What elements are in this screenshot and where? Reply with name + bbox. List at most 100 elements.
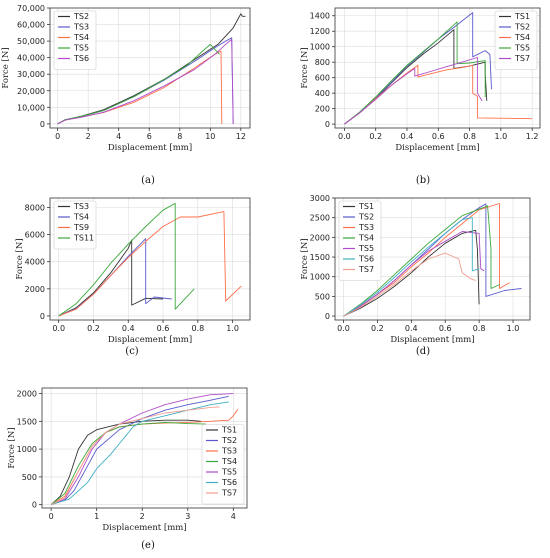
y-tick-label: 2000 [17,390,37,399]
series-line-ts7 [343,252,476,317]
x-axis-label: Displacement [mm] [102,523,186,533]
y-tick-label: 1500 [17,417,37,426]
y-tick-label: 0 [325,120,330,129]
legend-entry: TS1 [221,426,237,435]
series-line-ts5 [344,21,486,125]
panel-label: (a) [141,175,155,186]
legend-box [494,10,538,70]
y-tick-label: 0 [40,120,45,129]
x-tick-label: 10 [205,132,215,141]
x-tick-label: 1.0 [226,324,239,333]
series-line-ts7 [50,406,220,506]
y-tick-label: 1000 [310,273,330,282]
legend-entry: TS5 [221,468,237,477]
x-tick-label: 1 [94,512,99,521]
legend-entry: TS5 [514,44,530,53]
y-tick-label: 200 [315,105,330,114]
y-tick-label: 2000 [310,233,330,242]
y-tick-label: 1400 [310,12,330,21]
plot-frame [334,7,541,129]
y-tick-label: 0 [40,312,45,321]
y-axis-label: Force [N] [15,238,25,279]
y-axis-label: Force [N] [7,427,17,468]
y-tick-label: 1500 [310,253,330,262]
series-line-ts9 [58,211,242,317]
series-line-ts6 [57,38,234,125]
series-line-ts1 [344,29,488,125]
y-tick-label: 1200 [310,27,330,36]
series-line-ts3 [58,239,164,317]
chart-panel-3: 0.0 0.2 0.4 0.6 0.8 1.0 0 2000 4000 6000 8000 Displ… [15,197,251,357]
x-tick-label: 0.4 [405,324,418,333]
y-tick-label: 400 [315,89,330,98]
y-tick-label: 600 [315,74,330,83]
legend-entry: TS11 [73,234,94,243]
legend-entry: TS6 [73,54,89,63]
panel-label: (c) [125,346,139,357]
plot-frame [41,387,248,509]
y-tick-label: 500 [315,292,330,301]
y-tick-label: 800 [315,58,330,67]
series-line-ts5 [343,231,485,317]
y-tick-label: 20,000 [17,87,45,96]
legend-box [338,200,382,281]
series-line-ts6 [343,217,480,317]
y-tick-label: 6000 [25,231,45,240]
legend-box [53,200,97,250]
x-tick-label: 0.4 [401,132,414,141]
legend-entry: TS4 [358,234,374,243]
x-tick-label: 0.2 [371,324,384,333]
series-line-ts5 [57,43,220,125]
x-tick-label: 2 [86,132,91,141]
x-tick-label: 0.0 [337,324,350,333]
y-tick-label: 3000 [310,194,330,203]
x-axis-label: Displacement [mm] [390,335,474,345]
legend-entry: TS5 [73,44,89,53]
y-axis-label: Force [N] [1,47,11,88]
x-tick-label: 0.2 [87,324,100,333]
y-tick-label: 1000 [17,445,37,454]
series-line-ts1 [50,419,202,506]
series-line-ts4 [343,205,500,317]
legend-entry: TS5 [358,244,374,253]
x-axis-label: Displacement [mm] [108,335,192,345]
chart-panel-2: 0.0 0.2 0.4 0.6 0.8 1.0 1.2 0 200 400 600 800 1000 12… [300,7,541,186]
y-tick-label: 40,000 [17,54,45,63]
x-tick-label: 0.6 [439,324,452,333]
x-tick-label: 1.2 [526,132,539,141]
legend-entry: TS3 [73,202,89,211]
x-tick-label: 0.0 [338,132,351,141]
legend-entry: TS6 [221,478,237,487]
legend-entry: TS4 [221,457,237,466]
series-line-ts2 [50,395,229,506]
y-tick-label: 2000 [25,285,45,294]
legend-entry: TS7 [221,489,237,498]
x-axis-label: Displacement [mm] [395,143,479,153]
legend-box [201,424,245,505]
x-tick-label: 6 [147,132,152,141]
chart-panel-4: 0.0 0.2 0.4 0.6 0.8 1.0 0 500 1000 1500 2000 2500 30… [300,194,531,357]
panel-label: (d) [416,346,430,357]
x-tick-label: 1.0 [495,132,508,141]
legend-entry: TS3 [358,223,374,232]
y-tick-label: 4000 [25,258,45,267]
chart-panel-5: 0 1 2 3 4 0 500 1000 1500 2000 Displacement [mm] Fo… [7,387,248,551]
legend-entry: TS3 [221,447,237,456]
plot-frame [49,197,251,321]
legend-entry: TS3 [73,23,89,32]
series-line-ts4 [50,421,207,506]
legend-entry: TS1 [514,12,530,21]
x-tick-label: 0.6 [432,132,445,141]
legend-box [53,10,97,70]
x-tick-label: 3 [185,512,190,521]
legend-entry: TS7 [514,54,530,63]
legend-entry: TS9 [73,223,89,232]
y-tick-label: 500 [22,473,37,482]
legend-entry: TS4 [73,33,89,42]
